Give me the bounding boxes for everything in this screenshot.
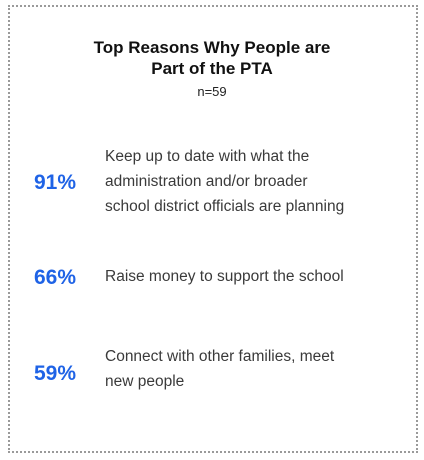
item-percent: 91% xyxy=(34,170,77,194)
item-label-line: administration and/or broader xyxy=(105,173,308,190)
item-percent: 59% xyxy=(34,362,77,385)
item-label-line: Connect with other families, meet xyxy=(105,348,335,365)
subtitle: n=59 xyxy=(197,84,227,99)
title-line: Top Reasons Why People are xyxy=(93,38,331,57)
card-border xyxy=(8,5,418,453)
item-label-line: Keep up to date with what the xyxy=(105,148,310,165)
item-percent: 66% xyxy=(34,265,77,289)
item-label-line: new people xyxy=(105,373,185,390)
item-label-line: Raise money to support the school xyxy=(105,268,344,285)
item-label-line: school district officials are planning xyxy=(105,198,345,215)
title-line: Part of the PTA xyxy=(151,59,273,78)
